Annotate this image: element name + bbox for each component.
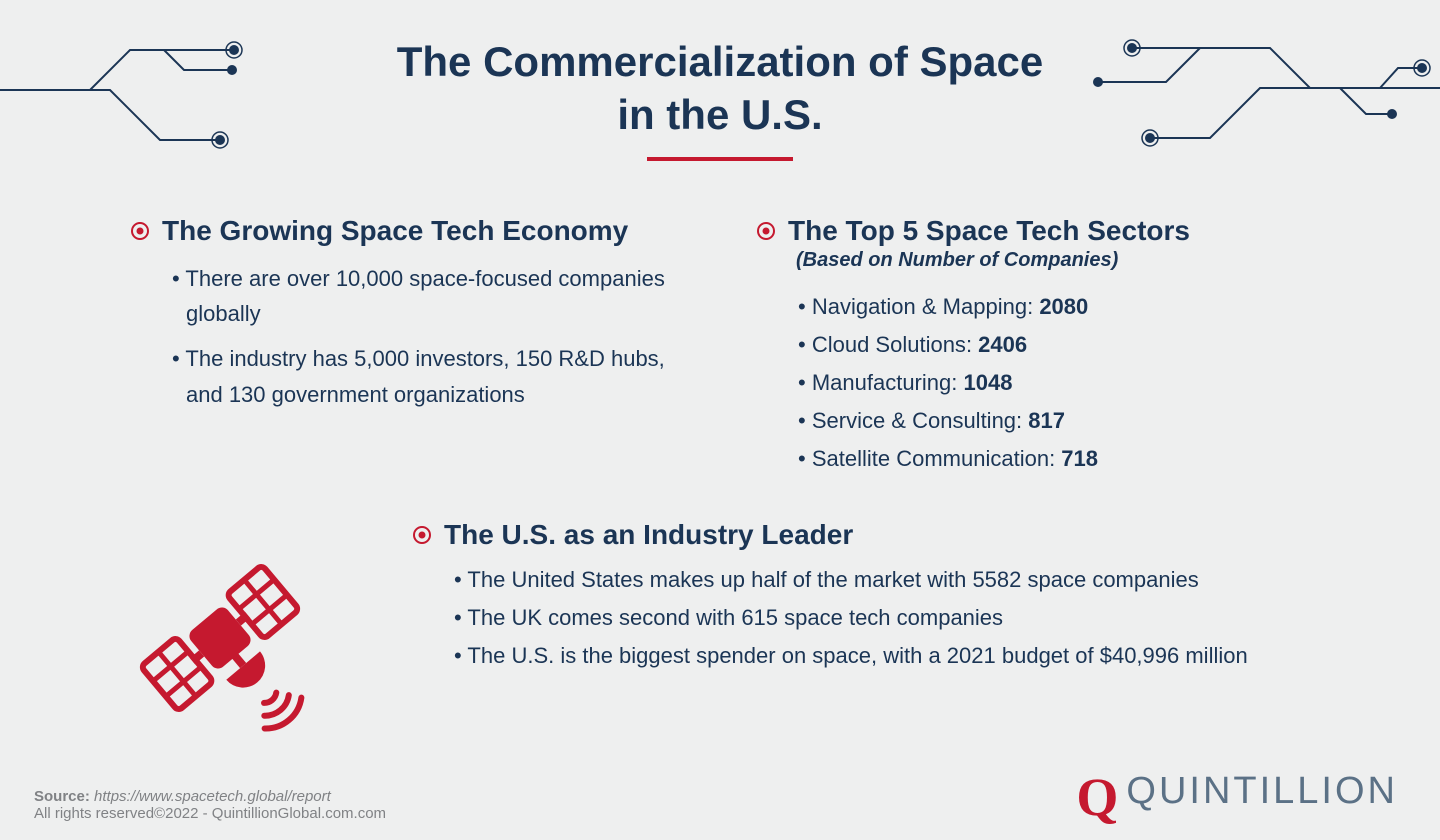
logo-text: QUINTILLION [1126, 770, 1398, 813]
list-item: The U.S. is the biggest spender on space… [454, 639, 1332, 673]
sector-item: Satellite Communication: 718 [798, 442, 1296, 476]
logo-mark: Q [1076, 770, 1118, 824]
title-line-2: in the U.S. [617, 91, 822, 138]
target-bullet-icon [130, 221, 150, 241]
target-bullet-icon [412, 525, 432, 545]
sector-item: Navigation & Mapping: 2080 [798, 290, 1296, 324]
footer-source: Source: https://www.spacetech.global/rep… [34, 788, 386, 822]
section-industry-leader: The U.S. as an Industry Leader The Unite… [412, 519, 1332, 677]
section-subheading: (Based on Number of Companies) [796, 249, 1296, 272]
source-url: https://www.spacetech.global/report [94, 788, 331, 805]
section-heading: The Top 5 Space Tech Sectors [788, 215, 1190, 247]
section-heading: The U.S. as an Industry Leader [444, 519, 853, 551]
brand-logo: Q QUINTILLION [1076, 764, 1398, 818]
target-bullet-icon [756, 221, 776, 241]
list-item: There are over 10,000 space-focused comp… [172, 261, 690, 331]
sector-item: Service & Consulting: 817 [798, 404, 1296, 438]
list-item: The UK comes second with 615 space tech … [454, 601, 1332, 635]
circuit-decoration-right [1080, 30, 1440, 170]
title-line-1: The Commercialization of Space [397, 38, 1044, 85]
source-label: Source: [34, 788, 94, 805]
list-item: The industry has 5,000 investors, 150 R&… [172, 341, 690, 411]
list-item: The United States makes up half of the m… [454, 563, 1332, 597]
section-top-sectors: The Top 5 Space Tech Sectors (Based on N… [756, 215, 1296, 480]
section-growing-economy: The Growing Space Tech Economy There are… [130, 215, 690, 422]
footer-rights: All rights reserved©2022 - QuintillionGl… [34, 805, 386, 822]
satellite-icon [100, 530, 340, 760]
sector-item: Manufacturing: 1048 [798, 366, 1296, 400]
sector-item: Cloud Solutions: 2406 [798, 328, 1296, 362]
section-heading: The Growing Space Tech Economy [162, 215, 628, 247]
circuit-decoration-left [0, 30, 290, 150]
